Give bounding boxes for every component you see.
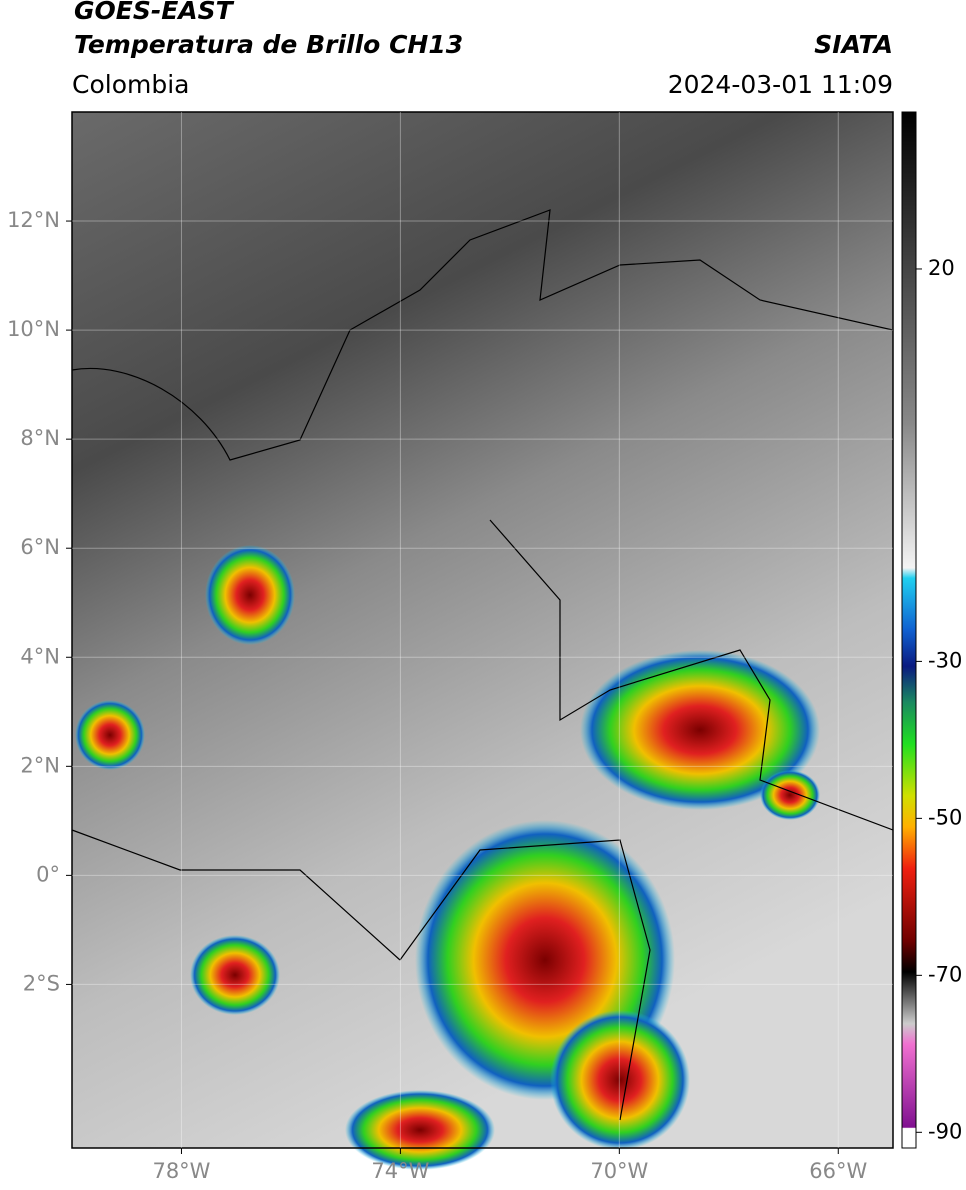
region: Colombia	[72, 70, 190, 99]
colorbar-tick-label: 20	[928, 256, 955, 280]
x-tick-label: 78°W	[152, 1159, 210, 1183]
y-tick-label: 0°	[36, 862, 60, 886]
y-tick-label: 4°N	[20, 644, 60, 668]
x-tick-label: 74°W	[371, 1159, 429, 1183]
storm-cells	[75, 545, 820, 1170]
x-tick-label: 66°W	[809, 1159, 867, 1183]
colorbar-tick-label: -70	[928, 962, 962, 986]
x-tick-label: 70°W	[590, 1159, 648, 1183]
colorbar-tick-label: -50	[928, 805, 962, 829]
y-tick-label: 8°N	[20, 426, 60, 450]
y-tick-label: 12°N	[7, 208, 60, 232]
y-tick-label: 2°N	[20, 753, 60, 777]
y-tick-label: 6°N	[20, 535, 60, 559]
subtitle: Temperatura de Brillo CH13	[74, 30, 464, 59]
colorbar-tick-label: -90	[928, 1119, 962, 1143]
map-frame	[71, 111, 894, 1149]
y-tick-label: 10°N	[7, 317, 60, 341]
borders	[71, 209, 894, 1121]
datetime: 2024-03-01 11:09	[667, 70, 893, 99]
colorbar	[901, 111, 917, 1149]
y-tick-label: 2°S	[23, 971, 60, 995]
colorbar-tick-label: -30	[928, 648, 962, 672]
source: SIATA	[814, 30, 893, 59]
title: GOES-EAST	[74, 0, 233, 25]
